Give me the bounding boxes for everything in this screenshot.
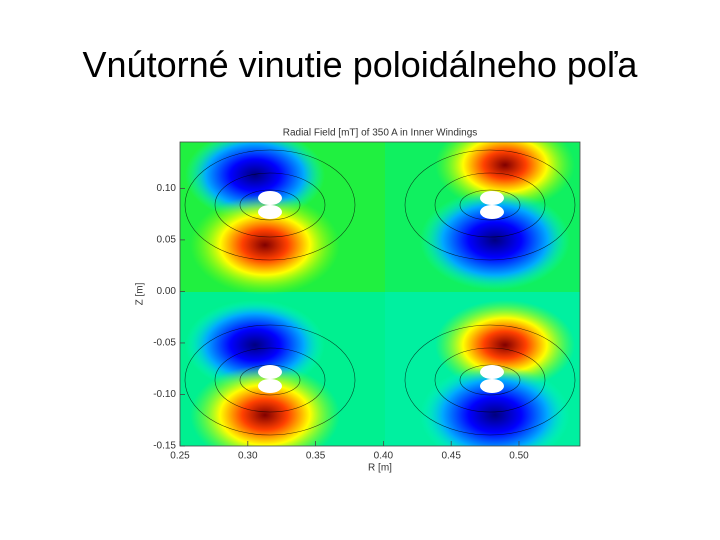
contour-field — [180, 142, 580, 446]
y-tick-label: -0.15 — [153, 441, 176, 452]
x-tick-label: 0.30 — [238, 451, 258, 462]
x-tick-label: 0.35 — [306, 451, 326, 462]
plot-frame — [179, 141, 581, 447]
plot-title: Radial Field [mT] of 350 A in Inner Wind… — [283, 128, 478, 139]
x-tick-label: 0.50 — [509, 451, 529, 462]
y-tick-label: 0.05 — [157, 235, 177, 246]
x-tick-label: 0.25 — [170, 451, 190, 462]
y-tick-label: -0.05 — [153, 338, 176, 349]
x-tick-label: 0.40 — [374, 451, 394, 462]
y-axis-label: Z [m] — [135, 282, 146, 305]
slide-title: Vnútorné vinutie poloidálneho poľa — [82, 44, 638, 85]
y-tick-label: -0.10 — [153, 389, 176, 400]
x-tick-label: 0.45 — [441, 451, 461, 462]
y-tick-label: 0.10 — [157, 183, 177, 194]
y-tick-label: 0.00 — [157, 286, 177, 297]
x-axis-label: R [m] — [368, 463, 392, 474]
